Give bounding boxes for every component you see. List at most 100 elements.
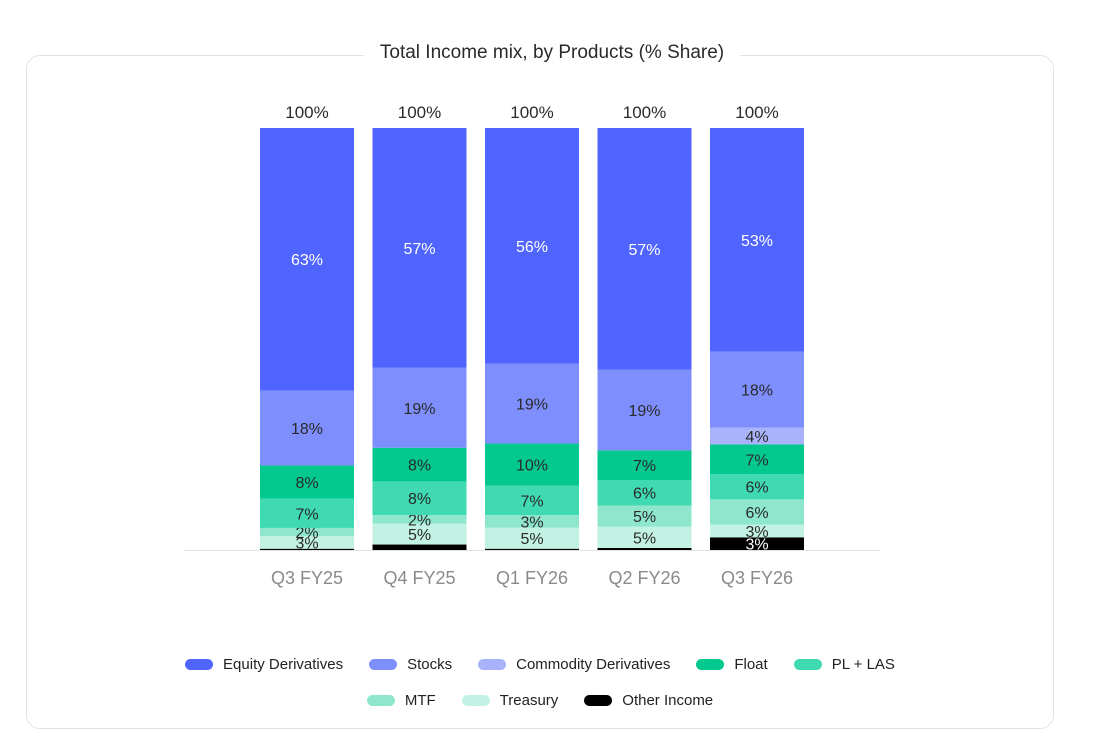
category-label-q2-fy26: Q2 FY26 bbox=[608, 568, 680, 588]
data-label-stocks-q3-fy25: 18% bbox=[291, 421, 323, 438]
bar-segment-mtf-q3-fy25 bbox=[260, 527, 354, 537]
data-label-float-q2-fy26: 7% bbox=[633, 458, 656, 475]
data-label-commodity-derivatives-q3-fy26: 4% bbox=[745, 429, 768, 446]
data-label-equity-derivatives-q3-fy26: 53% bbox=[741, 233, 773, 250]
bar-segment-mtf-q2-fy26 bbox=[597, 505, 692, 527]
bar-segment-equity-derivatives-q3-fy26 bbox=[710, 128, 804, 352]
data-label-equity-derivatives-q2-fy26: 57% bbox=[628, 242, 660, 259]
legend-item-float: Float bbox=[696, 655, 768, 673]
legend-item-mtf: MTF bbox=[366, 691, 436, 709]
legend-label-treasury: Treasury bbox=[499, 691, 559, 709]
data-label-treasury-q3-fy26: 3% bbox=[745, 524, 768, 541]
legend-swatch-commodity-derivatives bbox=[478, 658, 507, 670]
category-label-q1-fy26: Q1 FY26 bbox=[496, 568, 568, 588]
bar-segment-treasury-q3-fy26 bbox=[710, 524, 804, 538]
legend-item-pl-las: PL + LAS bbox=[793, 655, 895, 673]
bar-segment-float-q3-fy26 bbox=[710, 444, 804, 475]
legend-label-equity-derivatives: Equity Derivatives bbox=[223, 655, 344, 673]
bar-segment-pl-las-q3-fy26 bbox=[710, 474, 804, 500]
data-label-mtf-q4-fy25: 2% bbox=[408, 512, 431, 529]
data-label-mtf-q1-fy26: 3% bbox=[520, 514, 543, 531]
bar-segment-stocks-q2-fy26 bbox=[597, 369, 692, 451]
data-label-pl-las-q2-fy26: 6% bbox=[633, 486, 656, 503]
data-label-treasury-q1-fy26: 5% bbox=[520, 531, 543, 548]
bar-segment-treasury-q3-fy25 bbox=[260, 536, 354, 549]
legend-swatch-stocks bbox=[369, 658, 398, 670]
bar-segment-treasury-q4-fy25 bbox=[372, 523, 467, 545]
data-label-pl-las-q3-fy26: 6% bbox=[745, 480, 768, 497]
legend-row-1: Equity Derivatives Stocks Commodity Deriva… bbox=[26, 646, 1054, 682]
data-label-pl-las-q4-fy25: 8% bbox=[408, 491, 431, 508]
legend-item-commodity-derivatives: Commodity Derivatives bbox=[478, 656, 670, 673]
data-label-stocks-q4-fy25: 19% bbox=[403, 401, 435, 418]
data-label-float-q1-fy26: 10% bbox=[516, 458, 548, 475]
bar-segment-float-q4-fy25 bbox=[372, 447, 467, 482]
bar-segment-equity-derivatives-q1-fy26 bbox=[485, 128, 579, 364]
data-label-treasury-q3-fy25: 3% bbox=[295, 536, 318, 553]
data-label-equity-derivatives-q4-fy25: 57% bbox=[403, 241, 435, 258]
bar-segment-other-income-q3-fy26 bbox=[710, 537, 804, 550]
bar-segment-pl-las-q2-fy26 bbox=[597, 480, 692, 506]
total-label-q2-fy26: 100% bbox=[623, 103, 666, 122]
bar-segment-other-income-q2-fy26 bbox=[597, 547, 692, 550]
category-label-q3-fy25: Q3 FY25 bbox=[271, 568, 343, 588]
total-label-q4-fy25: 100% bbox=[398, 103, 441, 122]
legend-swatch-float bbox=[696, 658, 725, 670]
category-label-q3-fy26: Q3 FY26 bbox=[721, 568, 793, 588]
data-label-equity-derivatives-q1-fy26: 56% bbox=[516, 239, 548, 256]
data-label-mtf-q3-fy26: 6% bbox=[745, 505, 768, 522]
bar-segment-equity-derivatives-q2-fy26 bbox=[597, 128, 692, 370]
bar-segment-stocks-q3-fy25 bbox=[260, 390, 354, 466]
bar-segment-other-income-q1-fy26 bbox=[485, 548, 579, 550]
data-label-mtf-q2-fy26: 5% bbox=[633, 509, 656, 526]
bar-segment-mtf-q3-fy26 bbox=[710, 499, 804, 525]
data-label-float-q3-fy26: 7% bbox=[745, 452, 768, 469]
legend-item-other-income: Other Income bbox=[584, 692, 713, 709]
legend-swatch-mtf bbox=[366, 694, 395, 706]
total-label-q3-fy25: 100% bbox=[285, 103, 328, 122]
data-label-pl-las-q1-fy26: 7% bbox=[520, 493, 543, 510]
legend-swatch-pl-las bbox=[793, 658, 822, 670]
data-label-float-q3-fy25: 8% bbox=[295, 475, 318, 492]
data-label-equity-derivatives-q3-fy25: 63% bbox=[291, 252, 323, 269]
data-label-stocks-q2-fy26: 19% bbox=[628, 403, 660, 420]
legend-label-commodity-derivatives: Commodity Derivatives bbox=[516, 655, 671, 673]
bar-segment-mtf-q4-fy25 bbox=[372, 515, 467, 524]
legend-row-2: MTF Treasury Other Income bbox=[26, 682, 1054, 718]
legend-item-treasury: Treasury bbox=[461, 691, 559, 709]
category-label-q4-fy25: Q4 FY25 bbox=[383, 568, 455, 588]
bar-segment-pl-las-q4-fy25 bbox=[372, 481, 467, 516]
data-label-float-q4-fy25: 8% bbox=[408, 458, 431, 475]
chart-legend: Equity Derivatives Stocks Commodity Deriva… bbox=[26, 646, 1054, 718]
data-label-treasury-q4-fy25: 5% bbox=[408, 527, 431, 544]
legend-swatch-other-income bbox=[584, 694, 613, 706]
legend-label-mtf: MTF bbox=[404, 691, 436, 709]
legend-item-stocks: Stocks bbox=[369, 656, 452, 673]
legend-label-float: Float bbox=[734, 655, 768, 673]
bar-segment-commodity-derivatives-q3-fy26 bbox=[710, 427, 804, 445]
bar-segment-other-income-q3-fy25 bbox=[260, 548, 354, 550]
bar-segment-treasury-q2-fy26 bbox=[597, 526, 692, 548]
total-label-q1-fy26: 100% bbox=[510, 103, 553, 122]
data-label-treasury-q2-fy26: 5% bbox=[633, 530, 656, 547]
legend-label-stocks: Stocks bbox=[407, 655, 453, 673]
bar-segment-float-q2-fy26 bbox=[597, 450, 692, 481]
bar-segment-float-q1-fy26 bbox=[485, 443, 579, 486]
legend-swatch-equity-derivatives bbox=[185, 658, 214, 670]
data-label-mtf-q3-fy25: 2% bbox=[295, 525, 318, 542]
bar-segment-mtf-q1-fy26 bbox=[485, 515, 579, 528]
legend-label-pl-las: PL + LAS bbox=[831, 655, 895, 673]
bar-segment-pl-las-q3-fy25 bbox=[260, 498, 354, 528]
bar-segment-pl-las-q1-fy26 bbox=[485, 485, 579, 516]
bar-segment-equity-derivatives-q4-fy25 bbox=[372, 128, 467, 368]
legend-label-other-income: Other Income bbox=[622, 691, 714, 709]
bar-segment-float-q3-fy25 bbox=[260, 465, 354, 499]
bar-segment-treasury-q1-fy26 bbox=[485, 527, 579, 549]
legend-item-equity-derivatives: Equity Derivatives bbox=[185, 656, 343, 673]
bar-segment-stocks-q4-fy25 bbox=[372, 367, 467, 448]
total-label-q3-fy26: 100% bbox=[735, 103, 778, 122]
data-label-other-income-q3-fy26: 3% bbox=[745, 537, 768, 554]
bar-segment-stocks-q1-fy26 bbox=[485, 363, 579, 444]
data-label-pl-las-q3-fy25: 7% bbox=[295, 506, 318, 523]
